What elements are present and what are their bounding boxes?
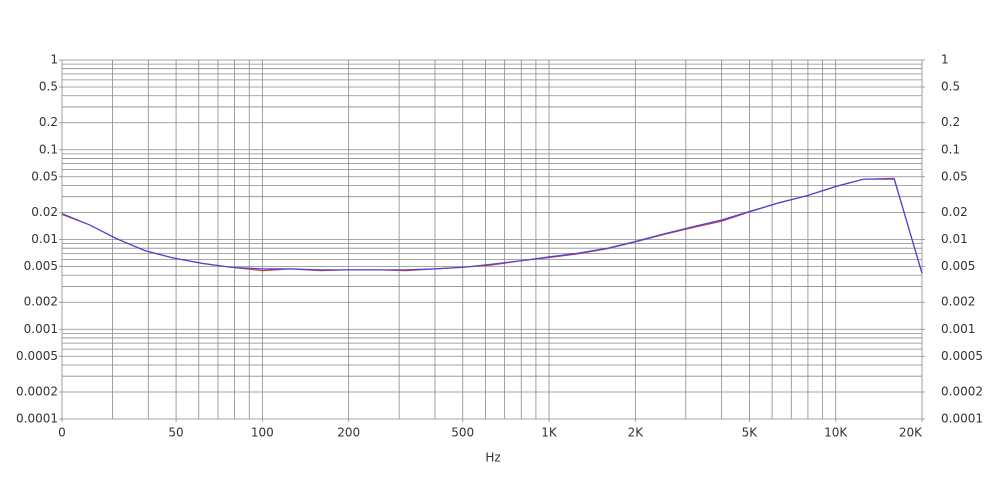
x-tick-label: 500 [451, 426, 474, 440]
y2-tick-label: 0.001 [941, 322, 975, 336]
y2-tick-label: 0.2 [941, 115, 960, 129]
y-tick-label: 0.0001 [16, 412, 58, 426]
y2-tick-label: 0.05 [941, 169, 968, 183]
y2-tick-label: 0.0005 [941, 349, 983, 363]
y-tick-label: 0.0005 [16, 349, 58, 363]
y2-tick-label: 0.005 [941, 259, 975, 273]
y-tick-label: 0.02 [31, 205, 58, 219]
x-tick-label: 10K [824, 426, 848, 440]
y2-tick-label: 0.5 [941, 80, 960, 94]
y2-tick-label: 0.02 [941, 205, 968, 219]
line-series [61, 178, 923, 274]
y-tick-label: 1 [50, 53, 58, 67]
x-tick-label: 100 [251, 426, 274, 440]
y-tick-label: 0.001 [24, 322, 58, 336]
x-tick-label: 5K [742, 426, 759, 440]
y2-tick-label: 1 [941, 53, 949, 67]
x-tick-label: 2K [628, 426, 645, 440]
y2-tick-label: 0.002 [941, 295, 975, 309]
x-tick-label: 1K [541, 426, 558, 440]
x-tick-label: 50 [168, 426, 183, 440]
y-tick-label: 0.01 [31, 232, 58, 246]
y2-tick-label: 0.0002 [941, 384, 983, 398]
y2-tick-label: 0.1 [941, 142, 960, 156]
x-axis-label: Hz [485, 451, 500, 465]
y-tick-label: 0.5 [39, 80, 58, 94]
y-tick-label: 0.05 [31, 169, 58, 183]
x-tick-label: 0 [58, 426, 66, 440]
y2-tick-label: 0.01 [941, 232, 968, 246]
x-tick-label: 20K [899, 426, 923, 440]
y-tick-label: 0.002 [24, 295, 58, 309]
y-tick-label: 0.1 [39, 142, 58, 156]
y-tick-label: 0.0002 [16, 384, 58, 398]
x-tick-label: 200 [337, 426, 360, 440]
y-tick-label: 0.2 [39, 115, 58, 129]
y2-tick-label: 0.0001 [941, 412, 983, 426]
y-tick-label: 0.005 [24, 259, 58, 273]
